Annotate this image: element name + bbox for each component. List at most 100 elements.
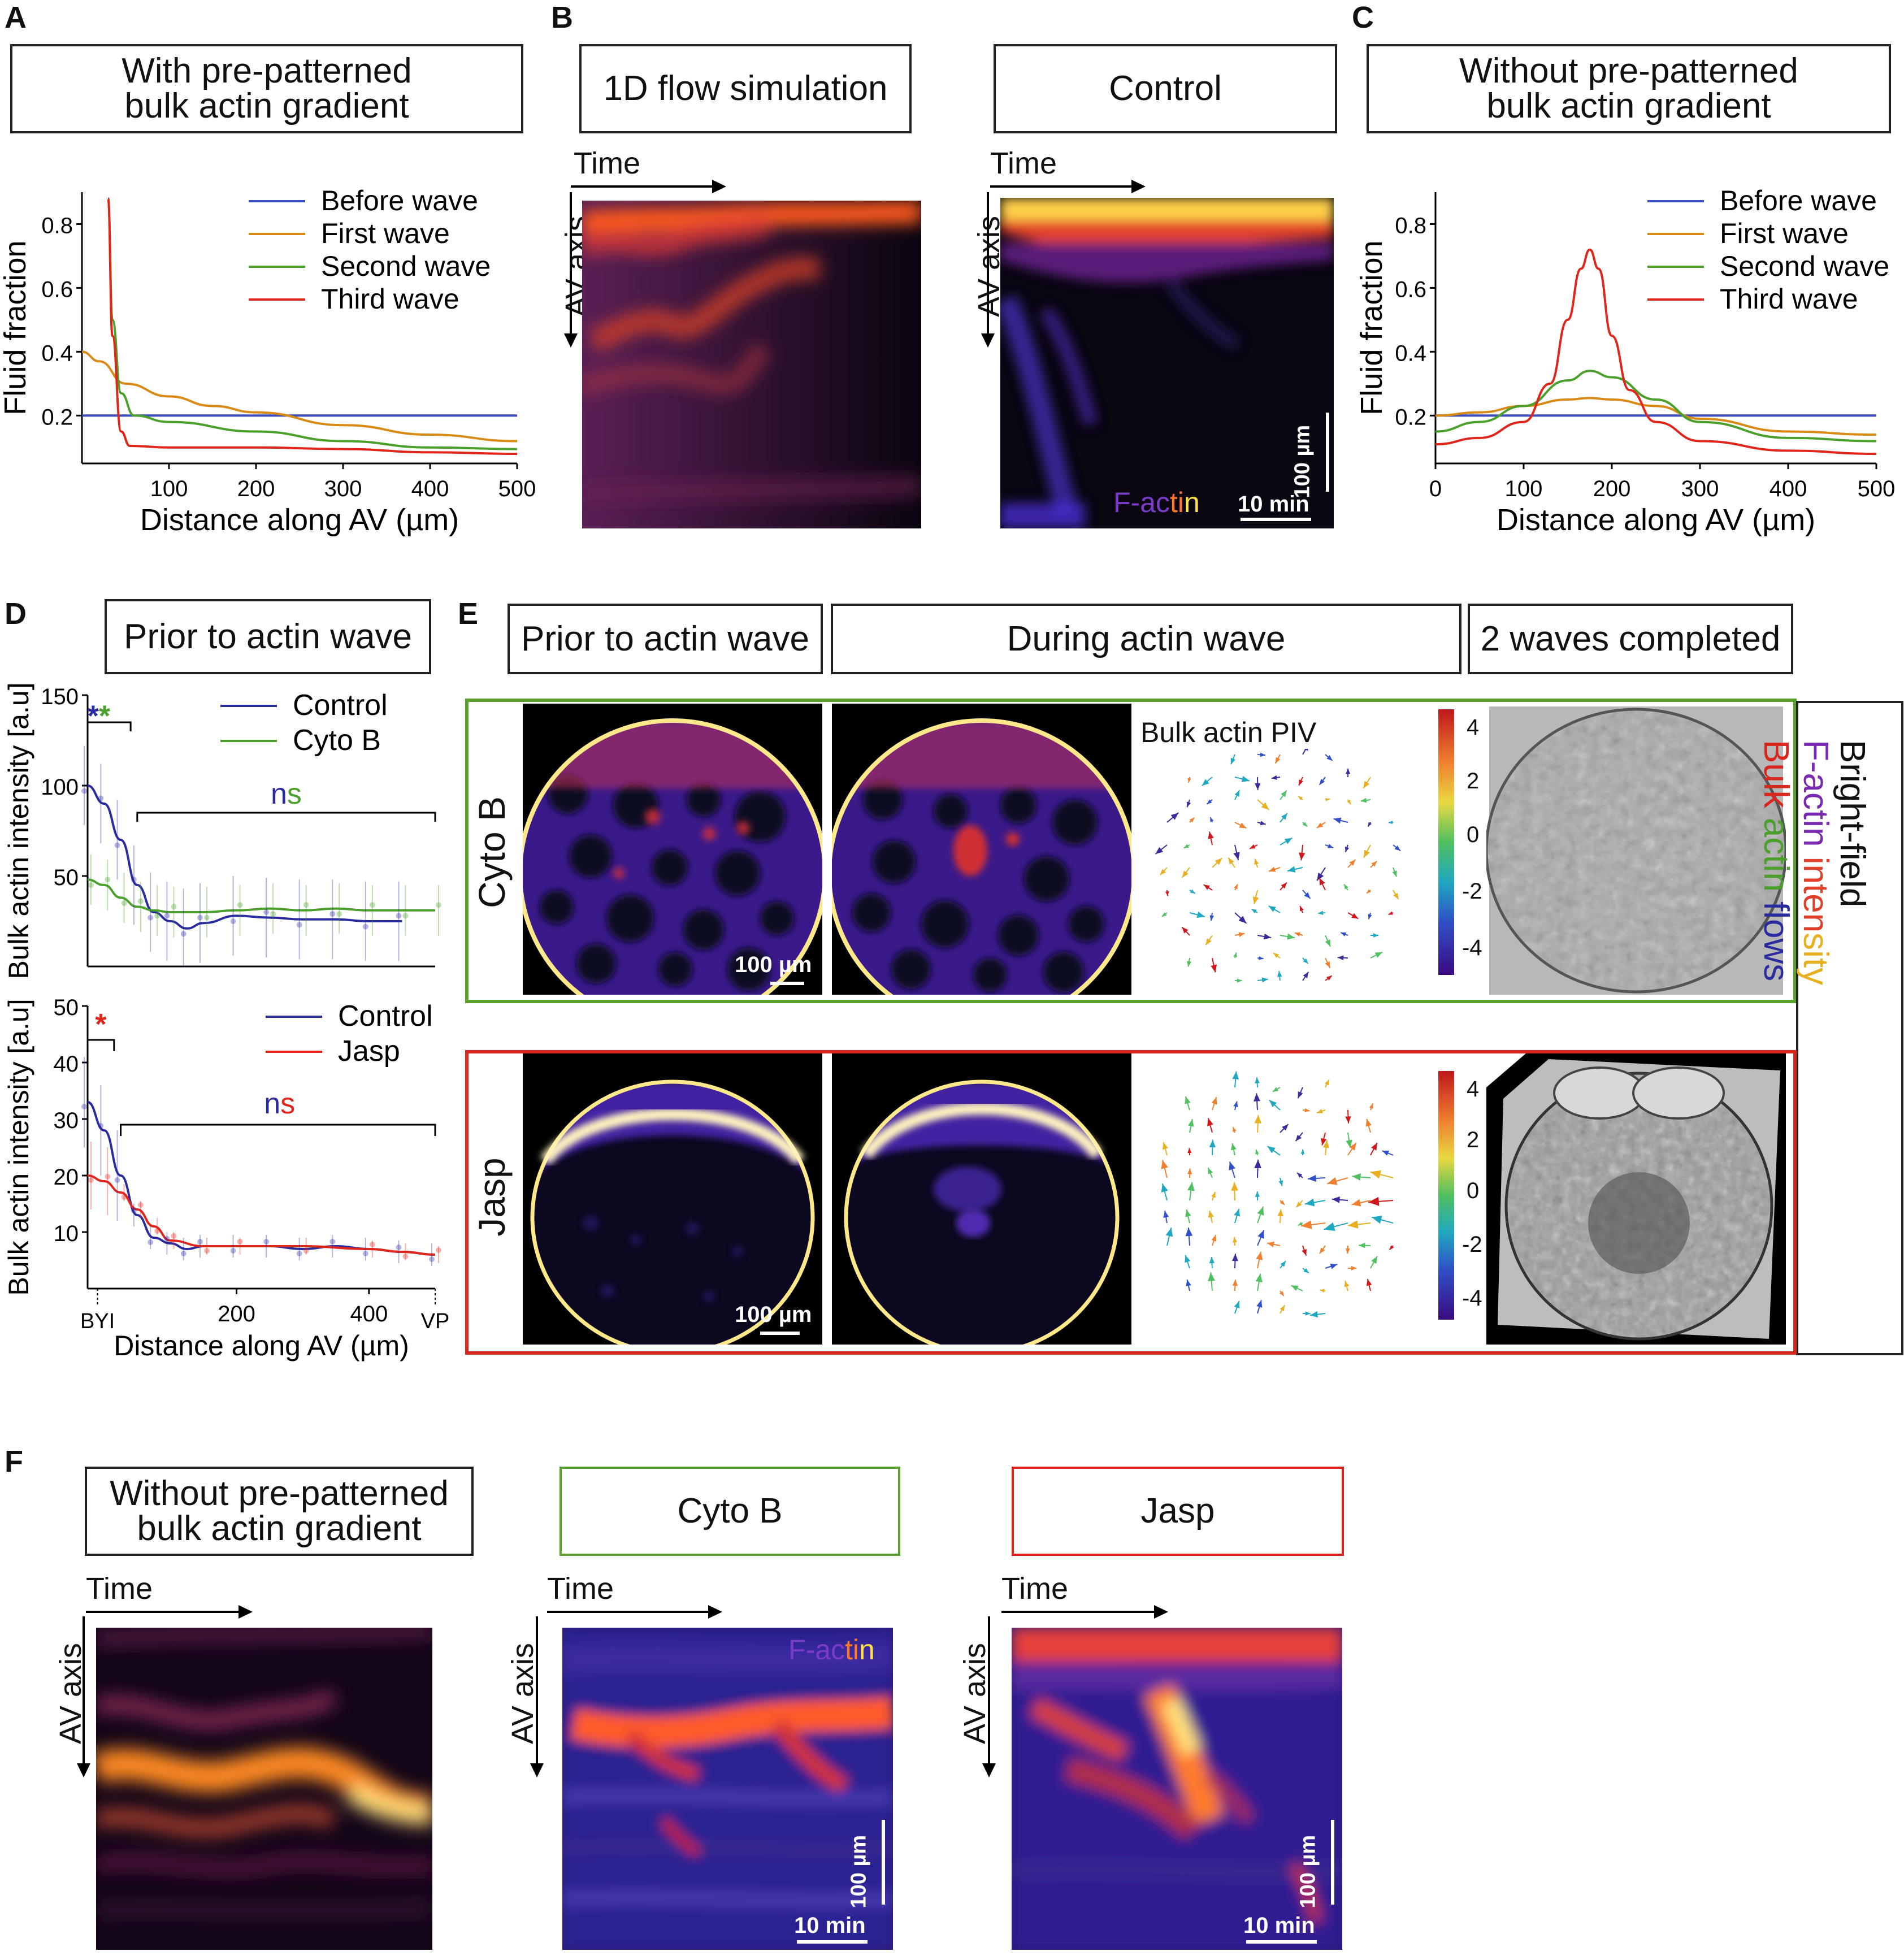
f-sim-axis-arrow bbox=[77, 1616, 90, 1777]
y-tick-label: 40 bbox=[54, 1052, 79, 1077]
e-col-during-text: During actin wave bbox=[1007, 619, 1286, 658]
b-ctrl-scale-bar-h bbox=[1241, 518, 1311, 521]
piv-arrowhead bbox=[1267, 1146, 1276, 1154]
piv-arrowhead bbox=[1230, 757, 1236, 765]
panel-f-jasp-title: Jasp bbox=[1012, 1467, 1344, 1556]
x-tick-label: 300 bbox=[1681, 476, 1719, 501]
x-marker-label: BYI bbox=[80, 1309, 115, 1333]
legend-label: Second wave bbox=[1720, 250, 1889, 282]
piv-arrowhead bbox=[1302, 1249, 1307, 1256]
piv-arrowhead bbox=[1187, 1168, 1192, 1174]
series-line-cyto-b bbox=[87, 878, 435, 913]
data-point bbox=[329, 911, 336, 917]
b-ctrl-axis-arrow bbox=[981, 192, 995, 348]
data-point bbox=[105, 877, 111, 883]
series-line-first-wave bbox=[1435, 397, 1877, 436]
e-colorbar-1: 4 2 0 -2 -4 bbox=[1438, 709, 1500, 981]
f-cyto-scale-bar-h bbox=[797, 1940, 868, 1944]
panel-f-title-text: Without pre-patterned bulk actin gradien… bbox=[110, 1474, 449, 1548]
data-point bbox=[329, 1239, 336, 1244]
data-point bbox=[88, 1177, 94, 1183]
piv-arrowhead bbox=[1232, 1071, 1239, 1079]
data-point bbox=[180, 1251, 187, 1256]
piv-arrowhead bbox=[1254, 1159, 1261, 1169]
piv-arrowhead bbox=[1363, 780, 1370, 788]
piv-arrowhead bbox=[1346, 768, 1351, 774]
piv-arrowhead bbox=[1345, 1248, 1350, 1254]
panel-a-title-text: With pre-patterned bulk actin gradient bbox=[122, 51, 412, 125]
piv-arrowhead bbox=[1324, 1222, 1335, 1231]
piv-arrowhead bbox=[1280, 1200, 1285, 1205]
legend-label: Before wave bbox=[1720, 185, 1877, 216]
signif-left: ** bbox=[88, 700, 111, 732]
e-colorbar-2-bar bbox=[1438, 1071, 1454, 1320]
piv-arrowhead bbox=[1388, 911, 1393, 915]
signif-ns: s bbox=[280, 1087, 295, 1120]
piv-arrowhead bbox=[1268, 905, 1276, 912]
data-point bbox=[81, 1104, 87, 1109]
chart-d-top: 50 100 150 Bulk actin intensity [a.u] Contro… bbox=[3, 682, 441, 979]
legend-label: Third wave bbox=[1720, 283, 1858, 315]
x-tick-label: 100 bbox=[150, 476, 188, 501]
stain-part-3: n bbox=[1184, 487, 1200, 518]
f-cyto-scale-um: 100 µm bbox=[847, 1835, 871, 1909]
y-tick-label: 0.2 bbox=[1395, 405, 1426, 430]
piv-arrowhead bbox=[1358, 1242, 1365, 1248]
piv-arrowhead bbox=[1369, 1103, 1373, 1109]
f-jasp-time-label: Time bbox=[1001, 1572, 1068, 1606]
piv-arrowhead bbox=[1231, 1182, 1238, 1191]
panel-f-title: Without pre-patterned bulk actin gradien… bbox=[85, 1467, 474, 1556]
piv-arrowhead bbox=[1304, 749, 1308, 751]
f-cyto-scale-bar-v bbox=[882, 1820, 885, 1905]
f-jasp-time-arrow bbox=[1001, 1605, 1168, 1619]
piv-arrowhead bbox=[1299, 905, 1304, 912]
cb2-tick: 2 bbox=[1467, 1128, 1480, 1152]
piv-arrowhead bbox=[1318, 910, 1324, 915]
piv-arrowhead bbox=[1341, 932, 1347, 936]
chart-c: 0.2 0.4 0.6 0.8 0 100 200 300 400 500 Distance alo… bbox=[1355, 185, 1895, 537]
piv-arrowhead bbox=[1232, 1237, 1237, 1243]
f-cyto-stain-label: F-actin bbox=[788, 1633, 875, 1666]
piv-arrowhead bbox=[1327, 1177, 1338, 1185]
panel-c-title: Without pre-patterned bulk actin gradien… bbox=[1367, 44, 1891, 133]
piv-arrowhead bbox=[1185, 1209, 1191, 1217]
piv-arrowhead bbox=[1254, 858, 1259, 865]
piv-arrowhead bbox=[1264, 933, 1272, 940]
y-axis-label: Fluid fraction bbox=[1355, 240, 1389, 415]
piv-arrowhead bbox=[1305, 1311, 1311, 1316]
cb2-tick: -4 bbox=[1462, 1286, 1482, 1311]
piv-arrowhead bbox=[1330, 1264, 1338, 1269]
data-point bbox=[204, 914, 210, 921]
panel-label-f: F bbox=[5, 1445, 23, 1478]
piv-arrowhead bbox=[1344, 884, 1348, 890]
piv-arrowhead bbox=[1332, 1196, 1340, 1203]
piv-arrowhead bbox=[1280, 1261, 1286, 1267]
piv-arrowhead bbox=[1250, 844, 1256, 849]
piv-arrowhead bbox=[1296, 1202, 1302, 1208]
x-tick-label: 300 bbox=[324, 476, 362, 501]
piv-arrowhead bbox=[1304, 892, 1311, 899]
piv-arrowhead bbox=[1189, 817, 1195, 823]
data-point bbox=[121, 1194, 127, 1200]
piv-arrowhead bbox=[1161, 912, 1167, 917]
piv-arrowhead bbox=[1360, 797, 1367, 803]
y-tick-label: 0.4 bbox=[41, 341, 73, 366]
f-sim-time-arrow bbox=[86, 1605, 253, 1619]
piv-arrowhead bbox=[1275, 757, 1281, 764]
series-line-third-wave bbox=[107, 197, 518, 456]
series-line-third-wave bbox=[1435, 248, 1877, 456]
cb2-tick: 0 bbox=[1467, 1178, 1480, 1203]
e-cytob-prior-image: 100 µm bbox=[523, 704, 822, 995]
panel-label-b: B bbox=[551, 1, 573, 34]
piv-arrowhead bbox=[1325, 797, 1330, 801]
data-point bbox=[429, 1256, 435, 1262]
y-axis-label: Bulk actin intensity [a.u] bbox=[3, 999, 34, 1295]
y-tick-label: 0.2 bbox=[41, 405, 73, 430]
piv-arrowhead bbox=[1300, 1149, 1305, 1154]
e-jasp-brightfield bbox=[1486, 1053, 1786, 1345]
piv-arrowhead bbox=[1370, 1170, 1381, 1179]
piv-arrowhead bbox=[1234, 884, 1238, 890]
piv-arrowhead bbox=[1215, 858, 1222, 865]
piv-arrowhead bbox=[1321, 1138, 1327, 1146]
piv-arrowhead bbox=[1277, 971, 1282, 977]
